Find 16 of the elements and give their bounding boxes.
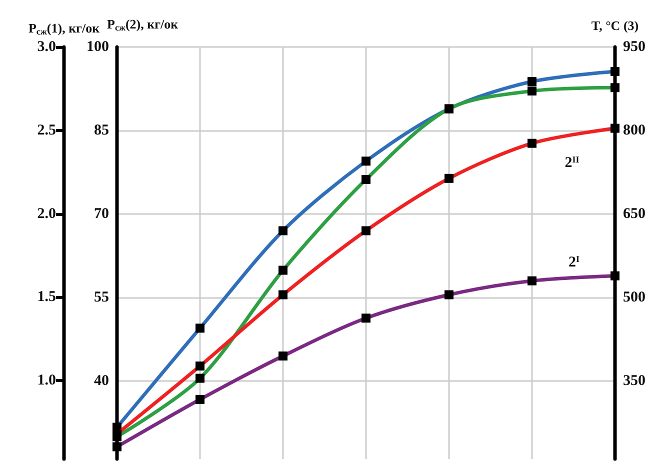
y2-tick-label: 650 (623, 206, 646, 222)
y-tick-label: 70 (94, 206, 109, 222)
y2-axis-title: T, °C (3) (591, 18, 639, 33)
y-tick-label: 100 (86, 39, 109, 55)
y2-tick-label: 800 (623, 122, 646, 139)
y2-tick-label: 950 (623, 39, 646, 55)
y3-tick-label: 3.0 (37, 39, 56, 55)
y-tick-label: 85 (94, 122, 109, 139)
y2-tick-label: 500 (623, 290, 646, 306)
y3-tick-label: 1.5 (37, 289, 56, 306)
y-tick-label: 55 (94, 290, 109, 306)
y2-tick-label: 350 (623, 373, 646, 390)
y3-tick-label: 2.0 (37, 206, 56, 222)
y-tick-label: 40 (94, 373, 109, 390)
y3-tick-label: 2.5 (37, 122, 56, 138)
y3-tick-label: 1.0 (37, 372, 56, 389)
